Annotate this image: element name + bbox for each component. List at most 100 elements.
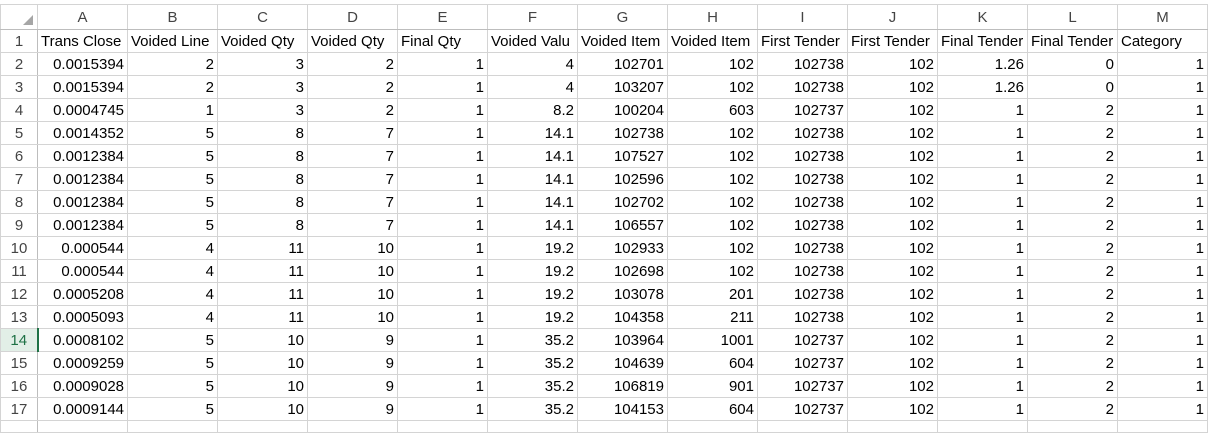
- row-header-5[interactable]: 5: [0, 121, 38, 145]
- cell-l11[interactable]: 2: [1027, 259, 1118, 283]
- cell-c10[interactable]: 11: [217, 236, 308, 260]
- cell-f9[interactable]: 14.1: [487, 213, 578, 237]
- cell-g17[interactable]: 104153: [577, 397, 668, 421]
- cell-c2[interactable]: 3: [217, 52, 308, 76]
- row-header-1[interactable]: 1: [0, 29, 38, 53]
- cell-j2[interactable]: 102: [847, 52, 938, 76]
- cell-f5[interactable]: 14.1: [487, 121, 578, 145]
- cell-a10[interactable]: 0.000544: [37, 236, 128, 260]
- header-cell-f[interactable]: Voided Valu: [487, 29, 578, 53]
- cell-l4[interactable]: 2: [1027, 98, 1118, 122]
- cell-i12[interactable]: 102738: [757, 282, 848, 306]
- cell-g9[interactable]: 106557: [577, 213, 668, 237]
- cell-g13[interactable]: 104358: [577, 305, 668, 329]
- cell-h5[interactable]: 102: [667, 121, 758, 145]
- cell-f4[interactable]: 8.2: [487, 98, 578, 122]
- cell-a17[interactable]: 0.0009144: [37, 397, 128, 421]
- cell-g4[interactable]: 100204: [577, 98, 668, 122]
- cell-d12[interactable]: 10: [307, 282, 398, 306]
- cell-b15[interactable]: 5: [127, 351, 218, 375]
- cell-j12[interactable]: 102: [847, 282, 938, 306]
- cell-m6[interactable]: 1: [1117, 144, 1208, 168]
- cell-k4[interactable]: 1: [937, 98, 1028, 122]
- cell-g8[interactable]: 102702: [577, 190, 668, 214]
- cell-e7[interactable]: 1: [397, 167, 488, 191]
- cell-l9[interactable]: 2: [1027, 213, 1118, 237]
- column-header-d[interactable]: D: [307, 4, 398, 30]
- row-header-3[interactable]: 3: [0, 75, 38, 99]
- cell-b12[interactable]: 4: [127, 282, 218, 306]
- column-header-g[interactable]: G: [577, 4, 668, 30]
- cell-l10[interactable]: 2: [1027, 236, 1118, 260]
- cell-f16[interactable]: 35.2: [487, 374, 578, 398]
- cell-a15[interactable]: 0.0009259: [37, 351, 128, 375]
- cell-d10[interactable]: 10: [307, 236, 398, 260]
- cell-j3[interactable]: 102: [847, 75, 938, 99]
- empty-cell[interactable]: [757, 420, 848, 433]
- cell-k7[interactable]: 1: [937, 167, 1028, 191]
- select-all-corner[interactable]: [0, 4, 38, 30]
- empty-cell[interactable]: [217, 420, 308, 433]
- row-header-partial[interactable]: [0, 420, 38, 433]
- cell-h2[interactable]: 102: [667, 52, 758, 76]
- cell-d4[interactable]: 2: [307, 98, 398, 122]
- header-cell-i[interactable]: First Tender: [757, 29, 848, 53]
- cell-e2[interactable]: 1: [397, 52, 488, 76]
- empty-cell[interactable]: [937, 420, 1028, 433]
- column-header-k[interactable]: K: [937, 4, 1028, 30]
- cell-j11[interactable]: 102: [847, 259, 938, 283]
- cell-l3[interactable]: 0: [1027, 75, 1118, 99]
- cell-g3[interactable]: 103207: [577, 75, 668, 99]
- cell-l17[interactable]: 2: [1027, 397, 1118, 421]
- cell-h6[interactable]: 102: [667, 144, 758, 168]
- header-cell-d[interactable]: Voided Qty: [307, 29, 398, 53]
- cell-c11[interactable]: 11: [217, 259, 308, 283]
- cell-f3[interactable]: 4: [487, 75, 578, 99]
- cell-b4[interactable]: 1: [127, 98, 218, 122]
- cell-g15[interactable]: 104639: [577, 351, 668, 375]
- empty-cell[interactable]: [397, 420, 488, 433]
- cell-d2[interactable]: 2: [307, 52, 398, 76]
- cell-a9[interactable]: 0.0012384: [37, 213, 128, 237]
- header-cell-l[interactable]: Final Tender: [1027, 29, 1118, 53]
- cell-i2[interactable]: 102738: [757, 52, 848, 76]
- cell-k12[interactable]: 1: [937, 282, 1028, 306]
- cell-g7[interactable]: 102596: [577, 167, 668, 191]
- cell-e5[interactable]: 1: [397, 121, 488, 145]
- cell-d6[interactable]: 7: [307, 144, 398, 168]
- empty-cell[interactable]: [1117, 420, 1208, 433]
- cell-e15[interactable]: 1: [397, 351, 488, 375]
- cell-h3[interactable]: 102: [667, 75, 758, 99]
- empty-cell[interactable]: [1027, 420, 1118, 433]
- cell-d14[interactable]: 9: [307, 328, 398, 352]
- row-header-15[interactable]: 15: [0, 351, 38, 375]
- header-cell-k[interactable]: Final Tender: [937, 29, 1028, 53]
- cell-a6[interactable]: 0.0012384: [37, 144, 128, 168]
- cell-h9[interactable]: 102: [667, 213, 758, 237]
- cell-j9[interactable]: 102: [847, 213, 938, 237]
- cell-l6[interactable]: 2: [1027, 144, 1118, 168]
- cell-a4[interactable]: 0.0004745: [37, 98, 128, 122]
- cell-h14[interactable]: 1001: [667, 328, 758, 352]
- cell-b7[interactable]: 5: [127, 167, 218, 191]
- cell-f17[interactable]: 35.2: [487, 397, 578, 421]
- row-header-8[interactable]: 8: [0, 190, 38, 214]
- cell-i13[interactable]: 102738: [757, 305, 848, 329]
- cell-c9[interactable]: 8: [217, 213, 308, 237]
- cell-h10[interactable]: 102: [667, 236, 758, 260]
- cell-b13[interactable]: 4: [127, 305, 218, 329]
- cell-i17[interactable]: 102737: [757, 397, 848, 421]
- cell-e12[interactable]: 1: [397, 282, 488, 306]
- cell-e11[interactable]: 1: [397, 259, 488, 283]
- empty-cell[interactable]: [487, 420, 578, 433]
- row-header-16[interactable]: 16: [0, 374, 38, 398]
- cell-g10[interactable]: 102933: [577, 236, 668, 260]
- cell-k16[interactable]: 1: [937, 374, 1028, 398]
- empty-cell[interactable]: [307, 420, 398, 433]
- cell-i16[interactable]: 102737: [757, 374, 848, 398]
- empty-cell[interactable]: [37, 420, 128, 433]
- cell-m3[interactable]: 1: [1117, 75, 1208, 99]
- row-header-13[interactable]: 13: [0, 305, 38, 329]
- cell-a3[interactable]: 0.0015394: [37, 75, 128, 99]
- cell-l2[interactable]: 0: [1027, 52, 1118, 76]
